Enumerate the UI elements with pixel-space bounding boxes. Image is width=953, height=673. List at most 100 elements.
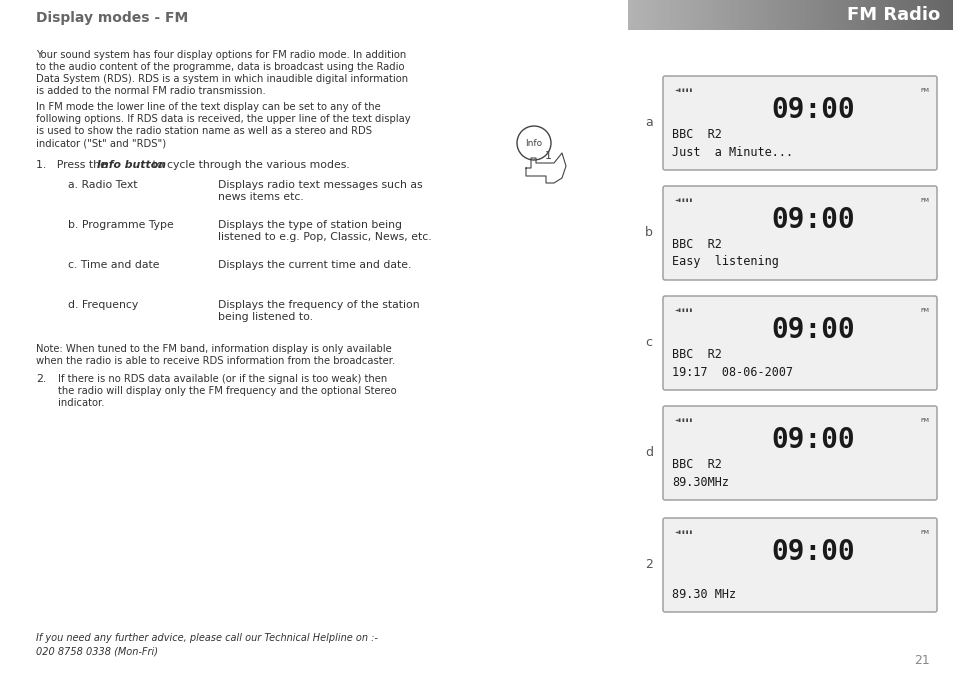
Polygon shape — [760, 0, 763, 30]
Text: Displays the current time and date.: Displays the current time and date. — [218, 260, 411, 270]
Text: If there is no RDS data available (or if the signal is too weak) then: If there is no RDS data available (or if… — [58, 374, 387, 384]
Polygon shape — [730, 0, 733, 30]
Polygon shape — [885, 0, 888, 30]
Polygon shape — [934, 0, 937, 30]
Polygon shape — [915, 0, 918, 30]
Polygon shape — [658, 0, 659, 30]
Polygon shape — [841, 0, 844, 30]
Polygon shape — [684, 0, 687, 30]
Polygon shape — [931, 0, 934, 30]
Text: If you need any further advice, please call our Technical Helpline on :-: If you need any further advice, please c… — [36, 633, 377, 643]
Text: 09:00: 09:00 — [771, 96, 855, 124]
Polygon shape — [853, 0, 855, 30]
Polygon shape — [863, 0, 866, 30]
Text: 2: 2 — [644, 559, 652, 571]
Text: FM: FM — [919, 530, 928, 536]
Text: FM: FM — [919, 199, 928, 203]
Polygon shape — [869, 0, 872, 30]
Text: BBC  R2: BBC R2 — [671, 458, 721, 470]
Polygon shape — [768, 0, 771, 30]
Polygon shape — [690, 0, 693, 30]
Polygon shape — [687, 0, 690, 30]
Polygon shape — [909, 0, 912, 30]
Polygon shape — [736, 0, 739, 30]
Text: Your sound system has four display options for FM radio mode. In addition: Your sound system has four display optio… — [36, 50, 406, 60]
Polygon shape — [928, 0, 931, 30]
Polygon shape — [874, 0, 877, 30]
Polygon shape — [752, 0, 755, 30]
Polygon shape — [728, 0, 730, 30]
Polygon shape — [630, 0, 633, 30]
Text: to cycle through the various modes.: to cycle through the various modes. — [149, 160, 350, 170]
Polygon shape — [662, 0, 665, 30]
FancyBboxPatch shape — [662, 186, 936, 280]
Text: following options. If RDS data is received, the upper line of the text display: following options. If RDS data is receiv… — [36, 114, 410, 124]
Polygon shape — [749, 0, 752, 30]
Polygon shape — [655, 0, 658, 30]
Polygon shape — [799, 0, 801, 30]
Polygon shape — [793, 0, 796, 30]
Polygon shape — [636, 0, 639, 30]
Polygon shape — [947, 0, 950, 30]
Text: 09:00: 09:00 — [771, 206, 855, 234]
Polygon shape — [847, 0, 850, 30]
Text: indicator ("St" and "RDS"): indicator ("St" and "RDS") — [36, 138, 166, 148]
Text: 020 8758 0338 (Mon-Fri): 020 8758 0338 (Mon-Fri) — [36, 646, 158, 656]
Polygon shape — [877, 0, 880, 30]
Text: ◄▮▮▮▮: ◄▮▮▮▮ — [675, 199, 693, 203]
Polygon shape — [698, 0, 700, 30]
Polygon shape — [668, 0, 671, 30]
Polygon shape — [703, 0, 706, 30]
Polygon shape — [671, 0, 674, 30]
Polygon shape — [780, 0, 782, 30]
Text: indicator.: indicator. — [58, 398, 105, 408]
Polygon shape — [790, 0, 793, 30]
Polygon shape — [834, 0, 837, 30]
Text: Data System (RDS). RDS is a system in which inaudible digital information: Data System (RDS). RDS is a system in wh… — [36, 74, 408, 84]
Polygon shape — [693, 0, 695, 30]
Polygon shape — [695, 0, 698, 30]
Polygon shape — [639, 0, 641, 30]
Text: 09:00: 09:00 — [771, 316, 855, 344]
Text: BBC  R2: BBC R2 — [671, 238, 721, 250]
Text: Displays the type of station being: Displays the type of station being — [218, 220, 401, 230]
Polygon shape — [866, 0, 869, 30]
Polygon shape — [641, 0, 643, 30]
Polygon shape — [872, 0, 874, 30]
Polygon shape — [882, 0, 885, 30]
Polygon shape — [652, 0, 655, 30]
Text: news items etc.: news items etc. — [218, 192, 303, 202]
Polygon shape — [904, 0, 907, 30]
Polygon shape — [912, 0, 915, 30]
Text: Display modes - FM: Display modes - FM — [36, 11, 188, 25]
Polygon shape — [649, 0, 652, 30]
Polygon shape — [918, 0, 921, 30]
Text: ◄▮▮▮▮: ◄▮▮▮▮ — [675, 419, 693, 423]
Polygon shape — [806, 0, 809, 30]
Text: Note: When tuned to the FM band, information display is only available: Note: When tuned to the FM band, informa… — [36, 344, 392, 354]
Text: Info: Info — [525, 139, 542, 147]
Polygon shape — [907, 0, 909, 30]
Polygon shape — [763, 0, 766, 30]
Text: d. Frequency: d. Frequency — [68, 300, 138, 310]
Polygon shape — [926, 0, 928, 30]
Text: Info button: Info button — [97, 160, 167, 170]
Text: FM: FM — [919, 419, 928, 423]
Text: Displays radio text messages such as: Displays radio text messages such as — [218, 180, 422, 190]
Polygon shape — [858, 0, 861, 30]
Polygon shape — [725, 0, 728, 30]
Text: 09:00: 09:00 — [771, 538, 855, 566]
FancyBboxPatch shape — [662, 296, 936, 390]
Text: 1.   Press the: 1. Press the — [36, 160, 111, 170]
Text: d: d — [644, 446, 652, 460]
Polygon shape — [803, 0, 806, 30]
Polygon shape — [665, 0, 668, 30]
Polygon shape — [921, 0, 923, 30]
Polygon shape — [714, 0, 717, 30]
Polygon shape — [902, 0, 904, 30]
Text: a. Radio Text: a. Radio Text — [68, 180, 137, 190]
Polygon shape — [831, 0, 834, 30]
Text: FM: FM — [919, 308, 928, 314]
Polygon shape — [674, 0, 677, 30]
Text: 09:00: 09:00 — [771, 426, 855, 454]
